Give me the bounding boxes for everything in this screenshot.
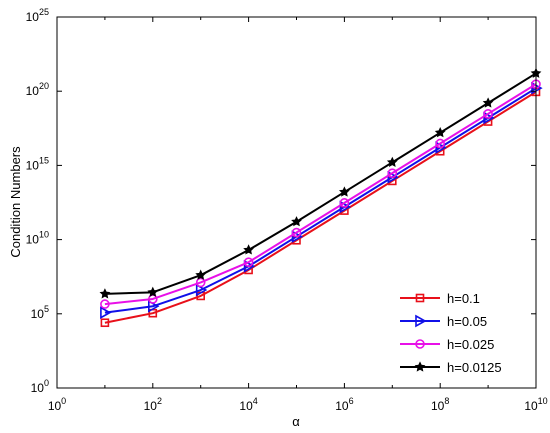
data-point xyxy=(387,168,398,178)
x-tick-label: 106 xyxy=(335,396,353,413)
data-point xyxy=(99,288,111,299)
data-point xyxy=(482,97,494,108)
data-point xyxy=(100,299,110,309)
legend-entry: h=0.1 xyxy=(400,291,480,306)
data-point xyxy=(243,257,254,267)
y-tick-label: 105 xyxy=(31,304,49,321)
legend: h=0.1 h=0.05 h=0.025 h=0.0125 xyxy=(391,285,526,383)
legend-entry: h=0.0125 xyxy=(400,360,502,375)
series-h=0.05 xyxy=(100,81,543,319)
x-tick-label: 1010 xyxy=(524,396,547,413)
data-point xyxy=(100,318,110,328)
legend-marker xyxy=(415,339,425,349)
legend-entry: h=0.05 xyxy=(400,314,487,329)
legend-label: h=0.0125 xyxy=(447,360,502,375)
y-tick-label: 1015 xyxy=(26,155,49,172)
data-point xyxy=(339,186,350,197)
data-point xyxy=(195,277,206,288)
legend-label: h=0.05 xyxy=(447,314,487,329)
data-point xyxy=(243,259,256,273)
data-point xyxy=(148,299,160,313)
data-point xyxy=(100,306,112,319)
data-point xyxy=(339,198,350,208)
data-point xyxy=(483,111,495,125)
series-h=0.0125 xyxy=(99,67,542,299)
y-tick-label: 1010 xyxy=(26,230,49,247)
y-tick-label: 1025 xyxy=(26,7,49,24)
legend-entry: h=0.025 xyxy=(400,337,494,352)
data-point xyxy=(291,227,302,238)
series-line xyxy=(104,91,537,324)
legend-marker xyxy=(414,361,426,372)
series-line xyxy=(104,83,537,306)
data-point xyxy=(435,138,446,149)
x-axis-title: α xyxy=(292,414,300,429)
data-point xyxy=(435,141,447,154)
legend-label: h=0.1 xyxy=(447,291,480,306)
series-line xyxy=(104,87,537,314)
x-tick-label: 102 xyxy=(144,396,162,413)
x-tick-label: 104 xyxy=(239,396,257,413)
data-point xyxy=(434,127,446,138)
series-h=0.025 xyxy=(100,79,541,309)
data-point xyxy=(339,200,352,214)
legend-label: h=0.025 xyxy=(447,337,494,352)
y-tick-label: 1020 xyxy=(26,81,49,98)
data-point xyxy=(483,108,493,119)
data-point xyxy=(195,269,207,280)
data-point xyxy=(386,156,398,167)
data-point xyxy=(387,170,399,184)
legend-marker xyxy=(415,314,427,328)
x-tick-label: 100 xyxy=(48,396,66,413)
y-tick-label: 100 xyxy=(31,378,49,395)
data-point xyxy=(195,283,208,297)
legend-marker xyxy=(415,293,425,303)
data-point xyxy=(291,230,304,243)
data-point xyxy=(243,244,254,255)
series-line xyxy=(104,72,537,295)
y-axis-title: Condition Numbers xyxy=(8,146,23,258)
data-point xyxy=(291,216,302,227)
x-tick-label: 108 xyxy=(431,396,449,413)
data-point xyxy=(147,286,159,297)
